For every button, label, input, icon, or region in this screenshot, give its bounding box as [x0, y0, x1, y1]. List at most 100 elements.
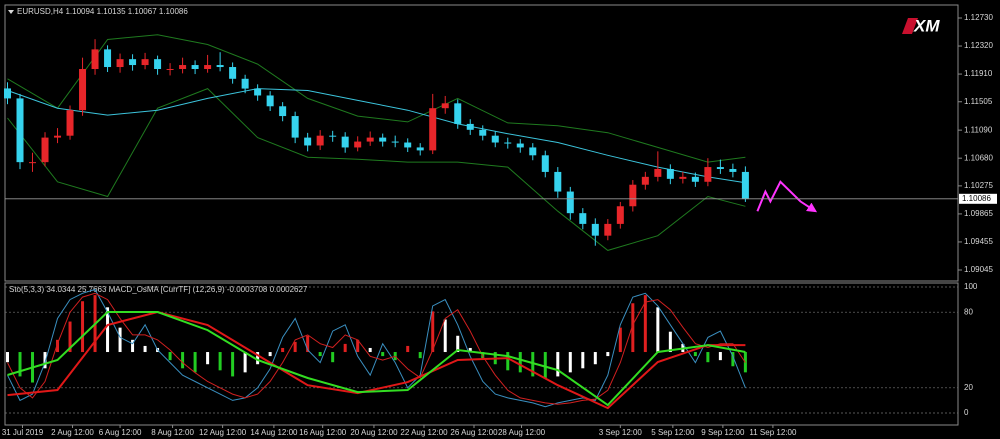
- histogram-bar: [306, 335, 310, 353]
- candle-body: [329, 135, 337, 137]
- histogram-bar: [406, 345, 410, 353]
- candle-body: [354, 141, 362, 148]
- bands-upper-line: [7, 34, 746, 163]
- y-tick-label: 1.11910: [964, 69, 993, 78]
- y-tick-label: 1.09045: [964, 265, 993, 274]
- candle-body: [91, 49, 99, 70]
- histogram-bar: [218, 352, 222, 371]
- candle-body: [604, 223, 612, 236]
- candle-body: [179, 65, 187, 70]
- histogram-bar: [181, 352, 185, 369]
- x-tick-label: 6 Aug 12:00: [99, 428, 142, 437]
- candle-body: [716, 167, 724, 169]
- candle-body: [741, 171, 749, 199]
- plot: 1.12730 1.12320 1.11910 1.11505 1.11090 1.106…: [2, 13, 997, 437]
- histogram-bar: [693, 352, 697, 357]
- menu-arrow[interactable]: [8, 10, 14, 14]
- signal-line: [7, 310, 746, 410]
- candle-body: [266, 95, 274, 107]
- histogram-bar: [118, 327, 122, 353]
- candle-body: [241, 78, 249, 89]
- candle-body: [41, 137, 49, 163]
- stoch-k-line: [7, 288, 746, 408]
- histogram-bar: [606, 352, 610, 357]
- candle-body: [704, 167, 712, 182]
- x-tick-label: 8 Aug 12:00: [151, 428, 194, 437]
- histogram-bar: [631, 303, 635, 353]
- x-tick-label: 9 Sep 12:00: [701, 428, 745, 437]
- histogram-bar: [718, 352, 722, 361]
- histogram-bar: [418, 352, 422, 359]
- histogram-bar: [356, 339, 360, 353]
- indicator-title: Sto(5,3,3) 34.0344 25.7663 MACD_OsMA [Cu…: [9, 285, 308, 294]
- candle-body: [416, 147, 424, 151]
- candle-body: [654, 168, 662, 177]
- histogram-bar: [593, 352, 597, 365]
- candle-body: [641, 176, 649, 185]
- candle-body: [616, 206, 624, 224]
- candle-body: [116, 59, 124, 68]
- y-tick-label: 80: [964, 307, 973, 316]
- histogram-bar: [531, 352, 535, 377]
- histogram-bar: [6, 352, 10, 363]
- x-tick-label: 22 Aug 12:00: [400, 428, 448, 437]
- projection-arrow: [756, 180, 818, 213]
- candle-body: [316, 135, 324, 146]
- logo-text: XM: [913, 16, 940, 35]
- histogram-bar: [431, 311, 435, 353]
- candle-body: [129, 59, 137, 66]
- candle-body: [666, 168, 674, 179]
- histogram-bar: [506, 352, 510, 371]
- price-panel-frame: [4, 4, 959, 282]
- candle-body: [679, 176, 687, 179]
- candle-body: [529, 147, 537, 156]
- histogram-bar: [443, 319, 447, 353]
- histogram-bar: [193, 352, 197, 373]
- histogram-bar: [456, 335, 460, 353]
- ma-line: [7, 88, 746, 184]
- candle-body: [29, 162, 37, 164]
- histogram-bar: [706, 352, 710, 363]
- y-tick-label: 1.12320: [964, 41, 993, 50]
- y-tick-label: 1.10680: [964, 153, 993, 162]
- candle-body: [541, 155, 549, 172]
- y-tick-label: 1.11090: [964, 125, 993, 134]
- histogram-bar: [131, 339, 135, 353]
- chart-title: EURUSD,H4 1.10094 1.10135 1.10067 1.1008…: [17, 7, 188, 16]
- x-tick-label: 16 Aug 12:00: [299, 428, 347, 437]
- histogram-bar: [43, 352, 47, 369]
- histogram-bar: [168, 352, 172, 361]
- candle-body: [166, 69, 174, 71]
- candle-body: [729, 168, 737, 172]
- histogram-bar: [481, 352, 485, 359]
- histogram-bar: [468, 347, 472, 353]
- y-tick-label: 1.12730: [964, 13, 993, 22]
- histogram-bar: [568, 352, 572, 373]
- candle-body: [229, 67, 237, 79]
- x-tick-label: 14 Aug 12:00: [250, 428, 298, 437]
- candle-body: [54, 135, 62, 138]
- x-tick-label: 3 Sep 12:00: [599, 428, 643, 437]
- candle-body: [191, 65, 199, 70]
- x-tick-label: 31 Jul 2019: [2, 428, 44, 437]
- stoch-d-line: [7, 292, 746, 405]
- histogram-bar: [643, 295, 647, 353]
- y-tick-label: 100: [964, 282, 978, 291]
- histogram-bar: [293, 341, 297, 353]
- candle-body: [479, 129, 487, 136]
- y-tick-label: 1.09865: [964, 209, 993, 218]
- histogram-bar: [381, 352, 385, 357]
- y-tick-label: 20: [964, 383, 973, 392]
- candle-body: [566, 191, 574, 214]
- x-tick-label: 11 Sep 12:00: [749, 428, 797, 437]
- candle-body: [304, 137, 312, 146]
- candle-body: [66, 110, 74, 136]
- histogram-bar: [106, 307, 110, 353]
- candle-body: [341, 136, 349, 148]
- x-tick-label: 26 Aug 12:00: [450, 428, 498, 437]
- indicator-panel-frame: [4, 282, 959, 426]
- histogram-bar: [81, 301, 85, 353]
- candle-body: [16, 98, 24, 163]
